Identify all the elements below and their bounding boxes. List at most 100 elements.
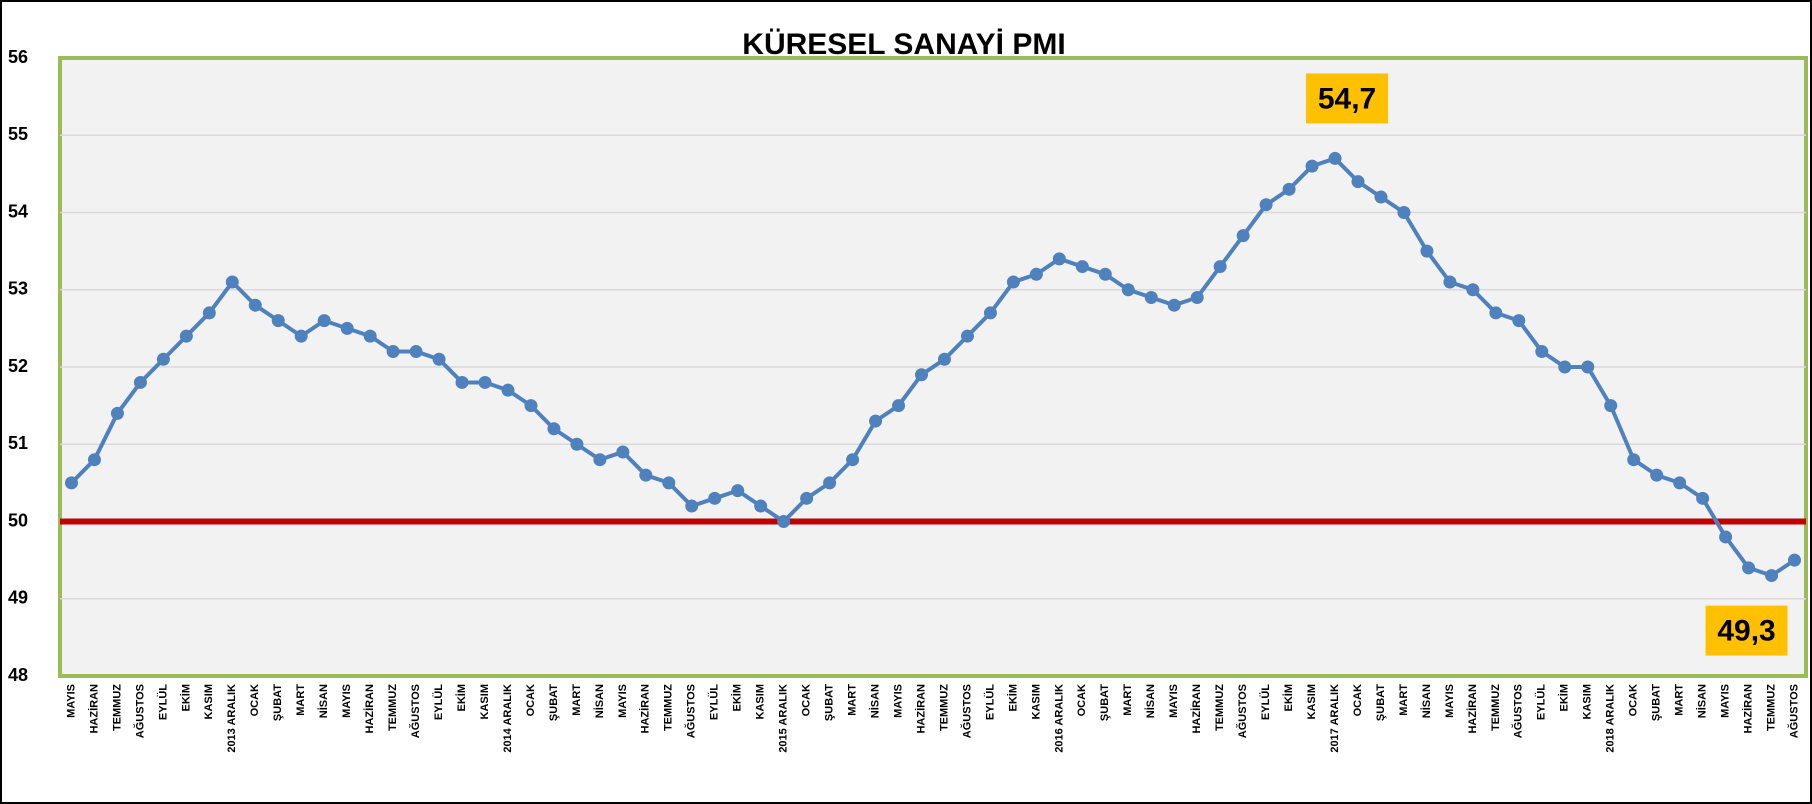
- x-tick-label: MAYIS: [1719, 684, 1731, 718]
- data-point: [363, 329, 377, 343]
- data-point: [1075, 260, 1089, 274]
- y-tick-label: 56: [8, 47, 28, 67]
- x-tick-label: TEMMUZ: [387, 684, 399, 731]
- data-point: [133, 375, 147, 389]
- data-point: [225, 275, 239, 289]
- data-point: [1144, 290, 1158, 304]
- x-tick-label: HAZİRAN: [87, 684, 100, 734]
- x-tick-label: KASIM: [755, 684, 767, 719]
- data-point: [1466, 283, 1480, 297]
- data-point: [937, 352, 951, 366]
- data-point: [616, 445, 630, 459]
- data-point: [1213, 260, 1227, 274]
- x-tick-label: 2018 ARALIK: [1605, 684, 1617, 753]
- data-point: [1259, 198, 1273, 212]
- x-tick-label: ŞUBAT: [1375, 684, 1387, 721]
- x-tick-label: OCAK: [525, 684, 537, 716]
- x-tick-label: MART: [1122, 684, 1134, 716]
- data-point: [1581, 360, 1595, 374]
- data-point: [1006, 275, 1020, 289]
- data-point: [64, 476, 78, 490]
- data-point: [1420, 244, 1434, 258]
- data-point: [547, 422, 561, 436]
- y-tick-label: 49: [8, 588, 28, 608]
- x-tick-label: ŞUBAT: [548, 684, 560, 721]
- x-tick-label: TEMMUZ: [1214, 684, 1226, 731]
- x-tick-label: MAYIS: [1168, 684, 1180, 718]
- y-tick-label: 55: [8, 124, 28, 144]
- data-point: [731, 484, 745, 498]
- data-point: [800, 491, 814, 505]
- data-point: [1696, 491, 1710, 505]
- data-point: [983, 306, 997, 320]
- data-point: [1236, 229, 1250, 243]
- y-tick-label: 48: [8, 665, 28, 685]
- data-point: [846, 453, 860, 467]
- x-tick-label: MAYIS: [65, 684, 77, 718]
- x-tick-label: MAYIS: [892, 684, 904, 718]
- x-tick-label: MAYIS: [617, 684, 629, 718]
- x-tick-label: MART: [571, 684, 583, 716]
- data-point: [915, 368, 929, 382]
- value-label-box: [1306, 73, 1389, 124]
- x-tick-label: HAZİRAN: [1741, 684, 1754, 734]
- x-tick-label: TEMMUZ: [938, 684, 950, 731]
- data-point: [754, 499, 768, 513]
- data-point: [179, 329, 193, 343]
- data-point: [892, 399, 906, 413]
- data-point: [1121, 283, 1135, 297]
- x-tick-label: OCAK: [1628, 684, 1640, 716]
- x-tick-label: TEMMUZ: [1490, 684, 1502, 731]
- data-point: [1673, 476, 1687, 490]
- y-tick-label: 54: [8, 201, 28, 221]
- x-tick-label: EYLÜL: [156, 684, 169, 720]
- chart-title: KÜRESEL SANAYİ PMI: [742, 28, 1065, 61]
- data-point: [1489, 306, 1503, 320]
- data-point: [823, 476, 837, 490]
- x-tick-label: ŞUBAT: [272, 684, 284, 721]
- x-tick-label: AĞUSTOS: [1512, 684, 1525, 738]
- x-tick-label: NİSAN: [593, 684, 606, 718]
- data-point: [869, 414, 883, 428]
- data-point: [386, 345, 400, 359]
- x-tick-label: MAYIS: [1444, 684, 1456, 718]
- x-tick-label: 2016 ARALIK: [1053, 684, 1065, 753]
- x-tick-label: MAYIS: [341, 684, 353, 718]
- data-point: [777, 515, 791, 528]
- x-tick-label: ŞUBAT: [1099, 684, 1111, 721]
- x-tick-label: EYLÜL: [1259, 684, 1272, 720]
- x-tick-label: KASIM: [1306, 684, 1318, 719]
- x-tick-label: AĞUSTOS: [1787, 684, 1800, 738]
- data-point: [1650, 468, 1664, 482]
- x-tick-label: KASIM: [479, 684, 491, 719]
- x-tick-label: KASIM: [1030, 684, 1042, 719]
- data-point: [570, 437, 584, 451]
- data-point: [1535, 345, 1549, 359]
- data-point: [1052, 252, 1066, 266]
- data-point: [409, 345, 423, 359]
- x-tick-label: HAZİRAN: [363, 684, 376, 734]
- data-point: [294, 329, 308, 343]
- x-tick-label: EYLÜL: [708, 684, 721, 720]
- data-point: [1627, 453, 1641, 467]
- x-tick-label: EKİM: [179, 684, 192, 712]
- data-point: [1765, 569, 1779, 583]
- data-point: [317, 314, 331, 328]
- data-point: [501, 383, 515, 397]
- data-point: [960, 329, 974, 343]
- data-point: [432, 352, 446, 366]
- x-tick-label: 2015 ARALIK: [778, 684, 790, 753]
- data-point: [593, 453, 607, 467]
- x-tick-label: OCAK: [801, 684, 813, 716]
- data-point: [1742, 561, 1756, 575]
- x-tick-label: NİSAN: [1696, 684, 1709, 718]
- x-tick-label: MART: [846, 684, 858, 716]
- x-tick-label: NİSAN: [317, 684, 330, 718]
- data-point: [1282, 182, 1296, 196]
- x-tick-label: MART: [1674, 684, 1686, 716]
- data-point: [87, 453, 101, 467]
- x-tick-label: HAZİRAN: [639, 684, 652, 734]
- data-point: [1167, 298, 1181, 312]
- x-tick-label: EKİM: [455, 684, 468, 712]
- x-tick-label: HAZİRAN: [914, 684, 927, 734]
